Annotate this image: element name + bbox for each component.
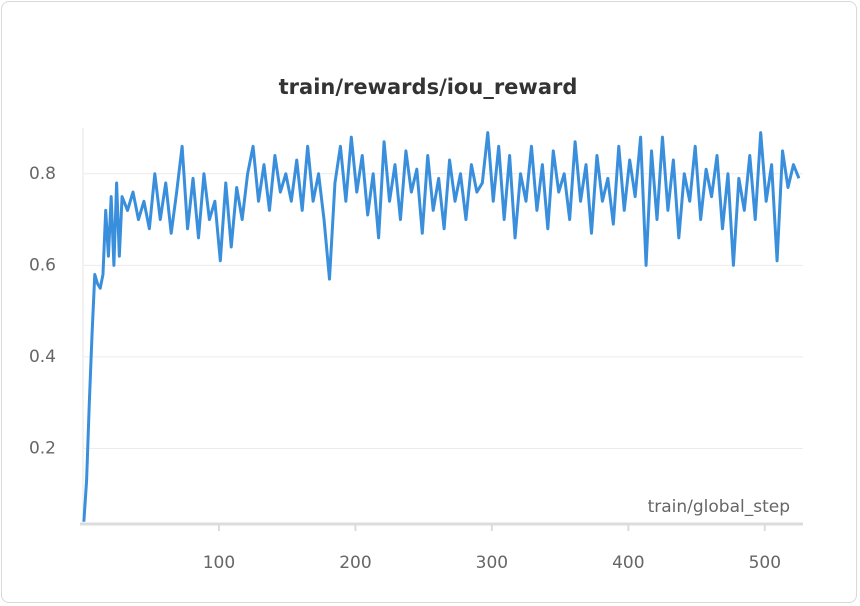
x-tick-label: 200 <box>339 553 371 573</box>
x-tick-label: 100 <box>203 553 235 573</box>
x-axis-label: train/global_step <box>648 497 790 517</box>
y-tick-label: 0.6 <box>29 255 56 275</box>
x-tick-label: 400 <box>612 553 644 573</box>
chart-title: train/rewards/iou_reward <box>279 75 578 99</box>
y-tick-label: 0.2 <box>29 438 56 458</box>
x-tick-label: 300 <box>476 553 508 573</box>
x-tick-label: 500 <box>749 553 781 573</box>
y-tick-label: 0.4 <box>29 347 56 367</box>
data-line <box>82 131 801 522</box>
y-tick-label: 0.8 <box>29 164 56 184</box>
